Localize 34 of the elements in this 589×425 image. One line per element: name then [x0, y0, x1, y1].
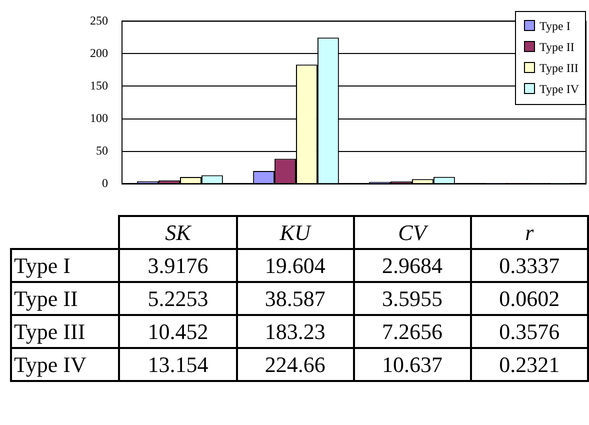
y-tick-label: 0	[102, 176, 108, 190]
y-tick-label: 100	[90, 110, 108, 125]
x-tick-label: KU	[236, 216, 354, 249]
data-label: 0.0602	[470, 282, 588, 315]
data-label: 3.5955	[354, 282, 471, 315]
text: Type I	[14, 252, 70, 278]
legend-label: Type III	[538, 60, 579, 77]
data-label: 13.154	[119, 348, 237, 381]
data-label: 19.604	[236, 249, 354, 282]
data-label: 0.2321	[470, 348, 588, 381]
y-tick-label: 50	[96, 143, 108, 158]
data-label: 7.2656	[354, 315, 471, 348]
data-label: 38.587	[236, 282, 354, 315]
y-tick-label: 200	[90, 46, 108, 60]
legend-label: Type IV	[538, 81, 579, 98]
text: Type IV	[14, 352, 86, 376]
text: Type II	[14, 286, 78, 310]
y-tick-label: 250	[90, 13, 108, 28]
legend-label: Type II	[538, 39, 576, 56]
data-label: 0.3576	[470, 315, 588, 348]
text: Type III	[14, 318, 86, 344]
x-tick-label: r	[470, 216, 588, 249]
data-label: 3.9176	[119, 249, 237, 282]
y-tick-label: 150	[90, 78, 108, 92]
x-tick-label: SK	[119, 216, 237, 249]
data-label: 10.452	[119, 315, 237, 348]
legend-label: Type I	[538, 18, 572, 35]
data-label: 10.637	[354, 348, 471, 381]
data-label: 224.66	[236, 348, 354, 381]
data-label: 2.9684	[354, 249, 471, 282]
x-tick-label: CV	[354, 216, 471, 249]
data-label: 183.23	[236, 315, 354, 348]
data-label: 0.3337	[470, 249, 588, 282]
data-label: 5.2253	[119, 282, 237, 315]
